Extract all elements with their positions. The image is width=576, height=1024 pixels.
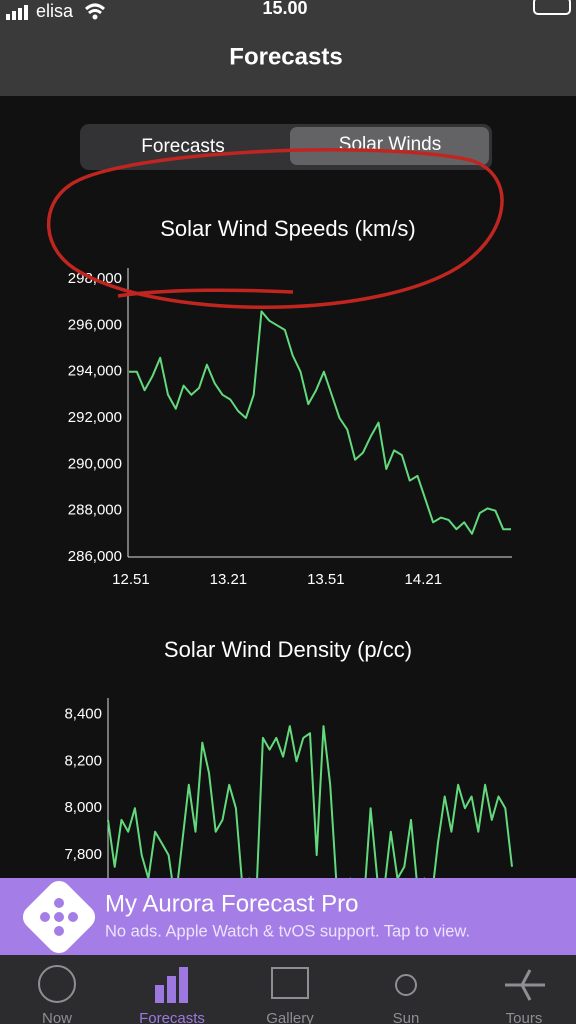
tab-label[interactable]: Now bbox=[42, 1010, 72, 1024]
y-tick-label: 8,200 bbox=[64, 752, 102, 769]
y-tick-label: 290,000 bbox=[68, 455, 122, 472]
tab-label[interactable]: Forecasts bbox=[139, 1010, 205, 1024]
x-tick-label: 12.51 bbox=[112, 571, 150, 588]
data-line bbox=[129, 310, 511, 535]
y-tick-label: 296,000 bbox=[68, 316, 122, 333]
tab-label[interactable]: Sun bbox=[393, 1010, 420, 1024]
chart-title: Solar Wind Speeds (km/s) bbox=[160, 216, 416, 241]
nav-title: Forecasts bbox=[229, 43, 342, 70]
tab-icon[interactable] bbox=[395, 974, 417, 996]
y-tick-label: 292,000 bbox=[68, 409, 122, 426]
x-tick-label: 14.21 bbox=[405, 571, 443, 588]
y-tick-label: 294,000 bbox=[68, 363, 122, 380]
tab-bar bbox=[0, 955, 576, 1024]
x-tick-label: 13.51 bbox=[307, 571, 345, 588]
clock: 15.00 bbox=[262, 0, 307, 18]
x-tick-label: 13.21 bbox=[210, 571, 248, 588]
red-annotation bbox=[47, 148, 504, 309]
tab-icon[interactable] bbox=[38, 965, 76, 1003]
tab-icon[interactable] bbox=[155, 967, 188, 1003]
charts: Solar Wind Speeds (km/s) 286,000 288,000 29… bbox=[64, 216, 513, 903]
y-tick-label: 8,400 bbox=[64, 705, 102, 722]
carrier: elisa bbox=[36, 1, 74, 21]
segment-label[interactable]: Forecasts bbox=[141, 136, 224, 157]
wifi-dot bbox=[92, 14, 98, 20]
wifi-icon bbox=[85, 3, 105, 15]
tab-icon[interactable] bbox=[505, 969, 545, 1001]
dice-dots bbox=[40, 898, 78, 936]
battery-icon bbox=[533, 0, 571, 15]
y-tick-label: 286,000 bbox=[68, 548, 122, 565]
signal-icon bbox=[6, 5, 28, 20]
y-tick-label: 8,000 bbox=[64, 799, 102, 816]
promo-banner[interactable] bbox=[0, 878, 576, 955]
y-tick-label: 7,800 bbox=[64, 846, 102, 863]
tab-label[interactable]: Gallery bbox=[266, 1010, 314, 1024]
y-tick-label: 288,000 bbox=[68, 502, 122, 519]
tab-label[interactable]: Tours bbox=[506, 1010, 543, 1024]
banner-title[interactable]: My Aurora Forecast Pro bbox=[105, 890, 358, 917]
chart-title: Solar Wind Density (p/cc) bbox=[164, 637, 412, 662]
banner-subtitle[interactable]: No ads. Apple Watch & tvOS support. Tap … bbox=[105, 922, 470, 940]
tab-icon[interactable] bbox=[271, 967, 309, 999]
